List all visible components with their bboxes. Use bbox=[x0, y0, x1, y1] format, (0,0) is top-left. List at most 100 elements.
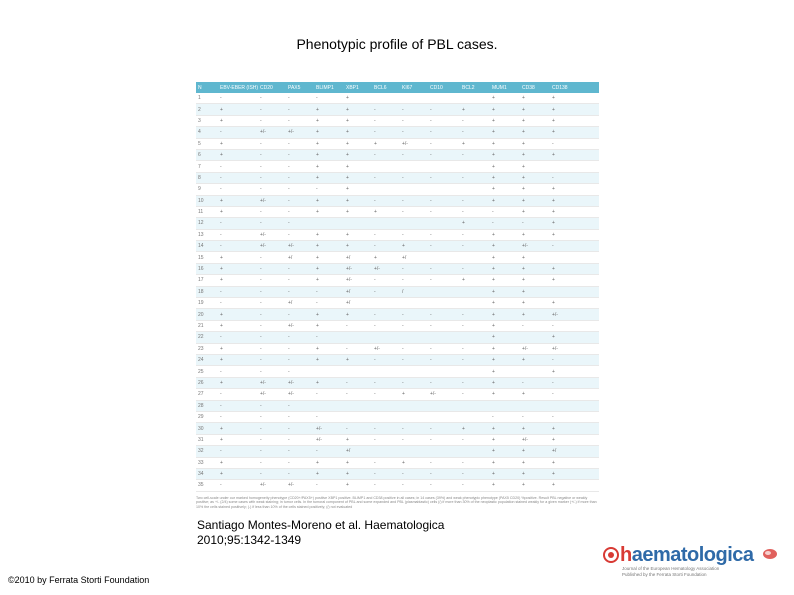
marker-cell: - bbox=[460, 354, 490, 367]
table-row: 14- +/- +/- + + - + - - + +/- - bbox=[196, 240, 599, 253]
marker-cell bbox=[372, 160, 400, 173]
marker-cell: +/- bbox=[428, 388, 460, 401]
marker-cell: +/- bbox=[344, 263, 372, 276]
marker-cell: + bbox=[460, 422, 490, 435]
marker-cell: - bbox=[314, 183, 344, 196]
case-number-cell: 17 bbox=[196, 274, 218, 287]
marker-cell: - bbox=[258, 468, 286, 481]
marker-cell: - bbox=[460, 195, 490, 207]
marker-cell bbox=[460, 365, 490, 378]
marker-cell: + bbox=[550, 183, 599, 196]
marker-cell: + bbox=[314, 103, 344, 116]
marker-cell: - bbox=[400, 343, 428, 356]
phenotype-table-figure: N EBV-EBER (ISH) CD20 PAX5 BLIMP1 XBP1 BCL6 KI6… bbox=[196, 82, 599, 512]
marker-cell: - bbox=[372, 377, 400, 390]
marker-cell: - bbox=[286, 195, 314, 207]
case-number-cell: 2 bbox=[196, 103, 218, 116]
case-number-cell: 4 bbox=[196, 126, 218, 139]
marker-cell: + bbox=[490, 240, 520, 253]
marker-cell: - bbox=[400, 195, 428, 207]
table-row: 2 + - - + + - - - + + + + bbox=[196, 103, 599, 116]
marker-cell bbox=[428, 217, 460, 230]
marker-cell: - bbox=[258, 320, 286, 333]
marker-cell: + bbox=[490, 422, 520, 435]
marker-cell: - bbox=[344, 343, 372, 356]
marker-cell: + bbox=[490, 457, 520, 469]
marker-cell bbox=[400, 93, 428, 105]
case-number-cell: 13 bbox=[196, 229, 218, 242]
marker-cell bbox=[400, 331, 428, 344]
marker-cell: + bbox=[218, 149, 258, 162]
marker-cell: - bbox=[218, 240, 258, 253]
marker-cell: + bbox=[550, 331, 599, 344]
marker-cell: - bbox=[550, 320, 599, 333]
marker-cell: - bbox=[286, 457, 314, 469]
marker-cell: + bbox=[218, 343, 258, 356]
marker-cell: - bbox=[400, 103, 428, 116]
case-number-cell: 29 bbox=[196, 411, 218, 424]
marker-cell: - bbox=[372, 422, 400, 435]
marker-cell: - bbox=[400, 354, 428, 367]
marker-cell: + bbox=[314, 320, 344, 333]
marker-cell: - bbox=[218, 388, 258, 401]
marker-cell: +/ bbox=[400, 251, 428, 264]
marker-cell: + bbox=[520, 297, 550, 310]
table-row: 24 + - - + + - - - - + + - bbox=[196, 354, 599, 367]
marker-cell: - bbox=[400, 308, 428, 321]
table-row: 20 + - - + + - - - - + + +/- bbox=[196, 308, 599, 321]
marker-cell: - bbox=[400, 422, 428, 435]
marker-cell: - bbox=[286, 172, 314, 185]
marker-cell: + bbox=[218, 457, 258, 469]
marker-cell bbox=[400, 297, 428, 310]
marker-cell: + bbox=[490, 160, 520, 173]
marker-cell bbox=[460, 286, 490, 299]
marker-cell: - bbox=[286, 138, 314, 150]
marker-cell: - bbox=[428, 206, 460, 219]
table-row: 19- - +/- +/+ + + bbox=[196, 297, 599, 310]
marker-cell: - bbox=[400, 172, 428, 185]
marker-cell: +/- bbox=[258, 479, 286, 492]
marker-cell: - bbox=[314, 286, 344, 299]
marker-cell bbox=[460, 445, 490, 458]
marker-cell: + bbox=[490, 343, 520, 356]
marker-cell: - bbox=[258, 263, 286, 276]
marker-cell: - bbox=[258, 115, 286, 128]
table-row: 8- - - + + - - - - + + - bbox=[196, 172, 599, 185]
marker-cell: +/- bbox=[286, 126, 314, 139]
marker-cell: - bbox=[258, 274, 286, 287]
marker-cell: +/- bbox=[258, 388, 286, 401]
marker-cell: + bbox=[460, 274, 490, 287]
marker-cell: +/- bbox=[286, 320, 314, 333]
marker-cell: + bbox=[314, 308, 344, 321]
marker-cell: - bbox=[428, 263, 460, 276]
marker-cell: - bbox=[460, 457, 490, 469]
marker-cell: + bbox=[218, 195, 258, 207]
marker-cell: + bbox=[520, 308, 550, 321]
table-row: 1- - - - + + + + bbox=[196, 93, 599, 105]
marker-cell: - bbox=[218, 479, 258, 492]
marker-cell: +/- bbox=[344, 274, 372, 287]
marker-cell: - bbox=[400, 115, 428, 128]
marker-cell: - bbox=[218, 160, 258, 173]
table-body: 1- - - - + + + +2 + - - + + - - - + + + +3 + - - + + - - - - + + +4- +/-… bbox=[196, 93, 599, 492]
marker-cell: - bbox=[460, 343, 490, 356]
marker-cell: + bbox=[344, 308, 372, 321]
marker-cell: - bbox=[372, 468, 400, 481]
marker-cell: - bbox=[550, 388, 599, 401]
table-row: 31 + - - +/- + - - - - + +/- + bbox=[196, 434, 599, 447]
marker-cell: - bbox=[286, 468, 314, 481]
case-number-cell: 30 bbox=[196, 422, 218, 435]
marker-cell: - bbox=[550, 138, 599, 150]
marker-cell: + bbox=[400, 388, 428, 401]
table-row: 16 + - - + +/- +/- - - - + + + bbox=[196, 263, 599, 276]
marker-cell bbox=[460, 183, 490, 196]
marker-cell: + bbox=[490, 388, 520, 401]
marker-cell bbox=[344, 217, 372, 230]
marker-cell: +/- bbox=[520, 434, 550, 447]
marker-cell: + bbox=[344, 479, 372, 492]
marker-cell: - bbox=[460, 172, 490, 185]
marker-cell: - bbox=[314, 388, 344, 401]
marker-cell bbox=[550, 160, 599, 173]
marker-cell: + bbox=[314, 206, 344, 219]
marker-cell: + bbox=[550, 457, 599, 469]
